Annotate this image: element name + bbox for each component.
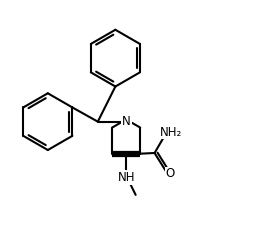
Text: NH₂: NH₂ (160, 126, 182, 139)
Text: NH: NH (118, 171, 135, 184)
Text: N: N (122, 115, 131, 128)
Text: O: O (165, 167, 175, 180)
